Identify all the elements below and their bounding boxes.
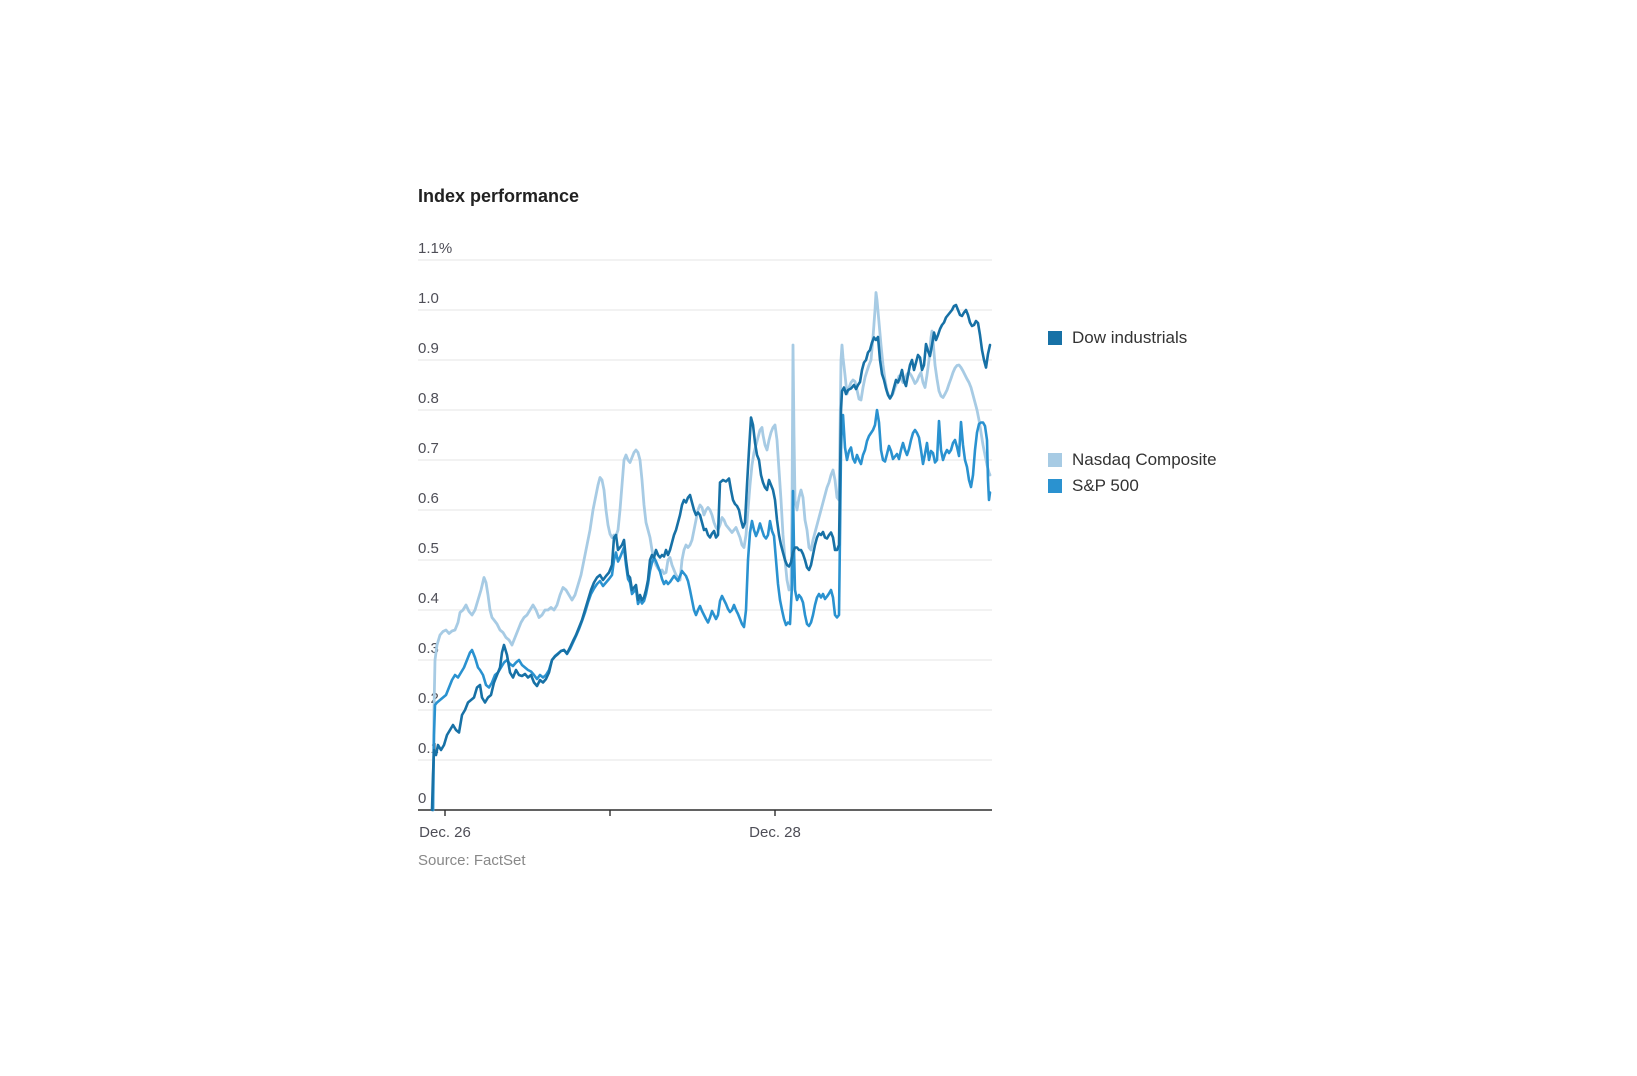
y-axis-tick-label: 0.4 xyxy=(418,590,439,607)
series-line-dow-industrials xyxy=(430,303,992,812)
y-axis-tick-label: 0 xyxy=(418,790,426,807)
dow-industrials-label: Dow industrials xyxy=(1072,328,1188,347)
y-axis-tick-label: 1.0 xyxy=(418,290,439,307)
nasdaq-composite-label: Nasdaq Composite xyxy=(1072,450,1217,469)
x-axis-tick-label: Dec. 28 xyxy=(749,824,801,841)
series-line-nasdaq-composite xyxy=(431,291,992,812)
sp500-swatch xyxy=(1048,479,1062,493)
y-axis-tick-label: 0.3 xyxy=(418,640,439,657)
sp500-label: S&P 500 xyxy=(1072,476,1139,495)
y-axis-tick-label: 1.1% xyxy=(418,240,452,257)
x-axis-tick-label: Dec. 26 xyxy=(419,824,471,841)
legend-item-nasdaq-composite: Nasdaq Composite xyxy=(1048,450,1217,470)
y-axis-tick-label: 0.6 xyxy=(418,490,439,507)
legend-item-dow-industrials: Dow industrials xyxy=(1048,328,1187,348)
legend-item-sp500: S&P 500 xyxy=(1048,476,1139,496)
y-axis-tick-label: 0.8 xyxy=(418,390,439,407)
source-attribution: Source: FactSet xyxy=(418,852,526,869)
y-axis-tick-label: 0.9 xyxy=(418,340,439,357)
chart-title: Index performance xyxy=(418,186,580,206)
dow-industrials-swatch xyxy=(1048,331,1062,345)
y-axis-tick-label: 0.7 xyxy=(418,440,439,457)
nasdaq-composite-swatch xyxy=(1048,453,1062,467)
y-axis-tick-label: 0.5 xyxy=(418,540,439,557)
